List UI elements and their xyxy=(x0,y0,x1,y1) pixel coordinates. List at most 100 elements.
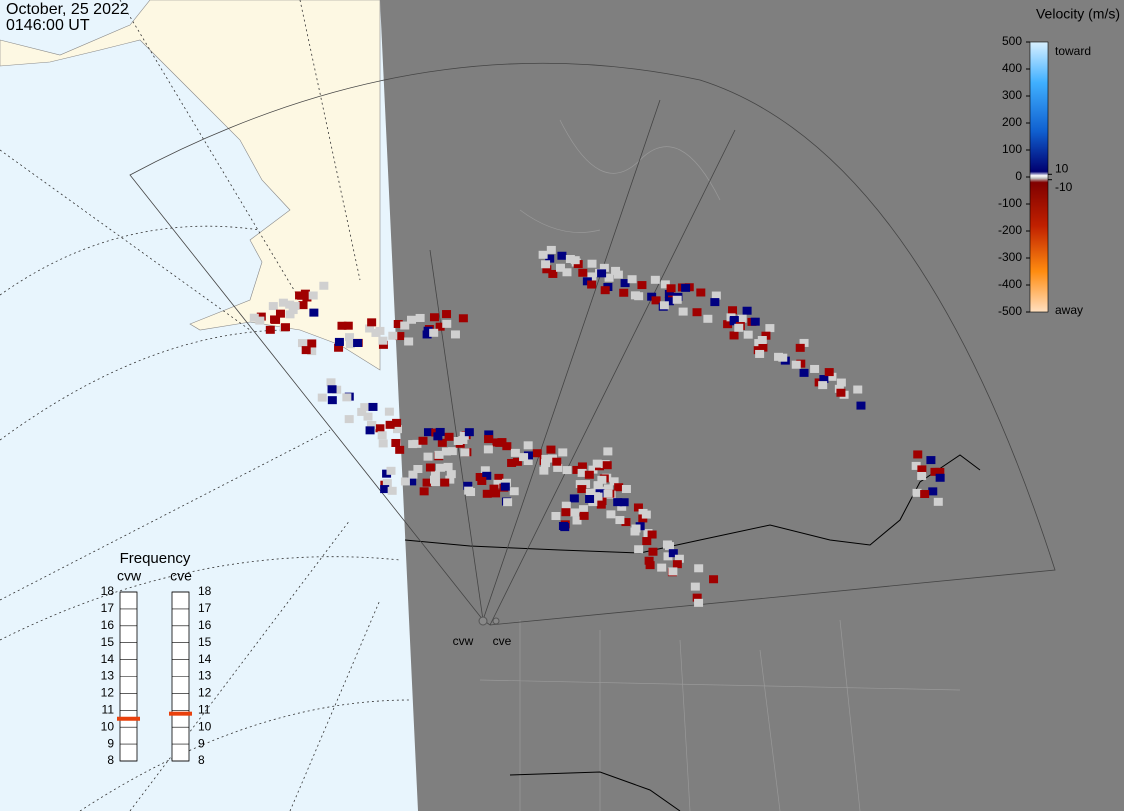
scatter-cell xyxy=(484,430,494,439)
scatter-cell xyxy=(694,598,704,607)
scatter-cell xyxy=(404,337,414,346)
scatter-cell xyxy=(634,545,644,554)
scatter-cell xyxy=(353,339,363,348)
scatter-cell xyxy=(412,439,422,448)
scatter-cell xyxy=(581,480,591,489)
scatter-cell xyxy=(384,407,394,416)
scatter-cell xyxy=(742,306,752,315)
colorbar-tick-label: 200 xyxy=(1002,115,1022,129)
scatter-cell xyxy=(406,315,416,324)
scatter-cell xyxy=(634,292,644,301)
scatter-cell xyxy=(615,516,625,525)
scatter-cell xyxy=(651,296,661,305)
scatter-cell xyxy=(561,508,571,517)
frequency-tick-label: 11 xyxy=(102,702,115,716)
scatter-cell xyxy=(734,323,744,332)
frequency-tick-label: 16 xyxy=(101,618,115,632)
scatter-cell xyxy=(493,479,503,488)
scatter-cell xyxy=(569,508,579,517)
scatter-cell xyxy=(523,451,533,460)
radar-label: cvw xyxy=(453,634,474,648)
scatter-cell xyxy=(587,259,597,268)
scatter-cell xyxy=(593,481,603,490)
scatter-cell xyxy=(558,448,568,457)
scatter-cell xyxy=(307,339,317,348)
scatter-cell xyxy=(482,489,492,498)
scatter-cell xyxy=(450,330,460,339)
scatter-cell xyxy=(301,346,311,355)
scatter-cell xyxy=(275,309,285,318)
scatter-cell xyxy=(551,512,561,521)
scatter-cell xyxy=(665,542,675,551)
scatter-cell xyxy=(728,306,738,315)
border xyxy=(404,454,981,554)
scatter-cell xyxy=(386,466,396,475)
scatter-cell xyxy=(480,466,490,475)
scatter-cell xyxy=(288,306,298,315)
scatter-cell xyxy=(463,481,473,490)
scatter-cell xyxy=(415,313,425,322)
scatter-cell xyxy=(280,323,290,332)
scatter-cell xyxy=(249,313,259,322)
scatter-cell xyxy=(912,488,922,497)
scatter-cell xyxy=(795,343,805,352)
frequency-tick-label: 18 xyxy=(198,584,212,598)
scatter-cell xyxy=(392,425,402,434)
scatter-cell xyxy=(757,336,767,345)
scatter-cell xyxy=(765,324,775,333)
scatter-cell xyxy=(483,445,493,454)
colorbar-title: Velocity (m/s) xyxy=(1036,6,1120,22)
scatter-cell xyxy=(761,331,771,340)
scatter-cell xyxy=(648,547,658,556)
scatter-cell xyxy=(911,461,921,470)
scatter-cell xyxy=(437,438,447,447)
scatter-cell xyxy=(650,275,660,284)
scatter-cell xyxy=(557,251,567,260)
radar-name: cve xyxy=(170,568,192,584)
scatter-cell xyxy=(458,314,468,323)
frequency-tick-label: 8 xyxy=(107,753,114,767)
frequency-tick-label: 17 xyxy=(198,601,212,615)
scatter-cell xyxy=(380,485,390,494)
scatter-cell xyxy=(345,333,355,342)
scatter-cell xyxy=(363,412,373,421)
scatter-cell xyxy=(620,279,630,288)
scatter-cell xyxy=(400,477,410,486)
frequency-tick-label: 13 xyxy=(101,669,115,683)
scatter-cell xyxy=(477,476,487,485)
scatter-cell xyxy=(297,339,307,348)
scatter-cell xyxy=(647,530,657,539)
frequency-tick-label: 15 xyxy=(198,635,212,649)
province-borders xyxy=(479,119,961,811)
scatter-cell xyxy=(692,308,702,317)
scatter-cell xyxy=(575,480,585,489)
scatter-cell xyxy=(596,500,606,509)
night-region xyxy=(380,0,1124,811)
scatter-cell xyxy=(836,378,846,387)
scatter-cell xyxy=(593,492,603,501)
scatter-cell xyxy=(743,330,753,339)
scatter-cell xyxy=(334,337,344,346)
frequency-tick-label: 14 xyxy=(198,652,212,666)
scatter-cell xyxy=(500,482,510,491)
scatter-cell xyxy=(442,319,452,328)
scatter-cell xyxy=(327,385,337,394)
scatter-cell xyxy=(587,280,597,289)
scatter-cell xyxy=(723,320,733,329)
scatter-cell xyxy=(750,317,760,326)
scatter-cell xyxy=(435,427,445,436)
frequency-marker xyxy=(117,716,140,721)
scatter-cell xyxy=(542,265,552,274)
scatter-cell xyxy=(441,447,451,456)
scatter-cell xyxy=(447,447,457,456)
scatter-cell xyxy=(548,269,558,278)
scatter-cell xyxy=(836,388,846,397)
scatter-cell xyxy=(584,470,594,479)
scatter-cell xyxy=(367,318,377,327)
scatter-cell xyxy=(377,431,387,440)
scatter-cell xyxy=(799,338,809,347)
scatter-cell xyxy=(422,478,432,487)
scatter-cell xyxy=(375,326,385,335)
frequency-title: Frequency xyxy=(120,550,191,567)
scatter-cell xyxy=(418,436,428,445)
